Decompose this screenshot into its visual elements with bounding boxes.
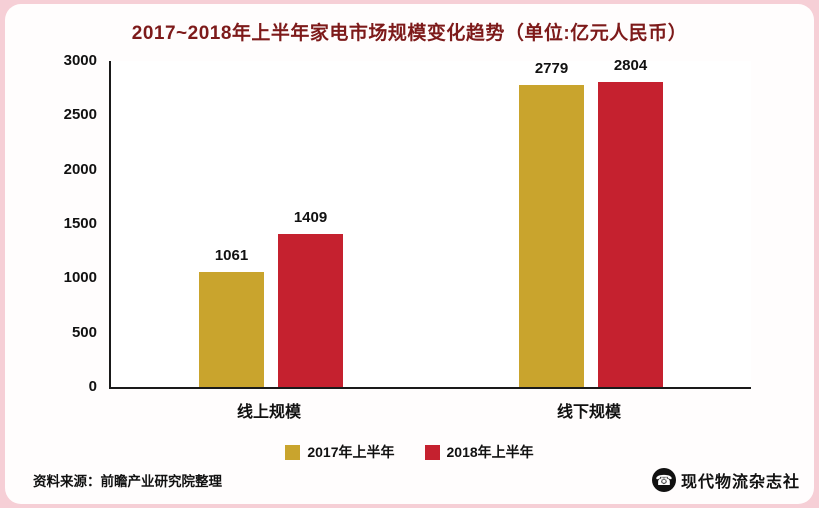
brand-name: 现代物流杂志社 — [680, 474, 800, 491]
brand: ☎ 现代物流杂志社 — [651, 468, 800, 492]
legend: 2017年上半年 2018年上半年 — [5, 442, 814, 462]
y-tick-label: 0 — [88, 378, 97, 395]
plot-area: 1061 1409 2779 2804 — [109, 57, 751, 389]
chart-title: 2017~2018年上半年家电市场规模变化趋势（单位:亿元人民币） — [131, 23, 688, 44]
y-tick-label: 3000 — [63, 52, 97, 69]
x-axis-labels: 线上规模 线下规模 — [109, 398, 749, 422]
y-axis: 0 500 1000 1500 2000 2500 3000 — [23, 52, 109, 395]
phone-in-circle-icon: ☎ — [651, 468, 676, 492]
bar-series-2018年上半年: 2804 — [598, 57, 663, 387]
bar-series-2017年上半年: 2779 — [519, 60, 584, 387]
chart-panel: 2017~2018年上半年家电市场规模变化趋势（单位:亿元人民币） 0 500 10… — [5, 4, 814, 504]
bar-value-label: 1061 — [214, 246, 249, 264]
legend-item: 2018年上半年 — [424, 442, 534, 462]
bar-series-2018年上半年: 1409 — [278, 209, 343, 387]
legend-label: 2018年上半年 — [446, 444, 534, 460]
bar-group: 1061 1409 — [111, 61, 431, 387]
y-tick-label: 2000 — [63, 160, 97, 178]
x-category-label: 线上规模 — [236, 404, 301, 421]
legend-label: 2017年上半年 — [307, 444, 395, 460]
bar-value-label: 1409 — [293, 208, 328, 226]
legend-swatch-icon — [424, 444, 440, 460]
source-note: 资料来源：前瞻产业研究院整理 — [33, 474, 222, 489]
bar-value-label: 2779 — [534, 60, 569, 78]
y-tick-label: 500 — [71, 323, 97, 341]
x-category-label: 线下规模 — [556, 404, 621, 421]
y-tick-label: 2500 — [63, 106, 97, 124]
y-tick-label: 1000 — [63, 269, 97, 287]
legend-item: 2017年上半年 — [285, 442, 395, 462]
footer: 资料来源：前瞻产业研究院整理 ☎ 现代物流杂志社 — [33, 468, 800, 492]
bar-value-label: 2804 — [613, 57, 648, 75]
bar-series-2017年上半年: 1061 — [199, 247, 264, 387]
bar-group: 2779 2804 — [431, 57, 751, 387]
y-tick-label: 1500 — [63, 215, 97, 232]
bar-chart: 0 500 1000 1500 2000 2500 3000 1061 1409 2779 280… — [23, 52, 814, 395]
legend-swatch-icon — [285, 444, 301, 460]
